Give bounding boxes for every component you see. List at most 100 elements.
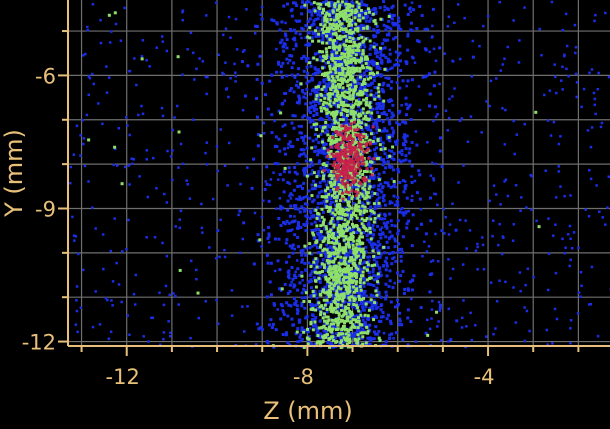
data-point — [371, 270, 375, 274]
data-point — [349, 73, 353, 77]
data-point — [368, 255, 372, 259]
data-point — [338, 224, 342, 228]
data-point — [357, 247, 361, 251]
data-point — [115, 261, 118, 265]
data-point — [194, 268, 198, 272]
data-point — [186, 183, 190, 186]
data-point — [322, 314, 326, 318]
data-point — [291, 251, 295, 255]
data-point — [337, 253, 341, 257]
data-point — [335, 24, 339, 28]
data-point — [370, 118, 374, 122]
data-point — [593, 97, 597, 101]
data-point — [306, 71, 310, 75]
data-point — [355, 272, 359, 276]
data-point — [342, 95, 346, 99]
data-point — [279, 289, 283, 292]
data-point — [336, 217, 340, 221]
data-point — [344, 224, 348, 228]
data-point — [341, 210, 345, 214]
data-point — [81, 118, 85, 122]
data-point — [580, 105, 583, 109]
data-point — [376, 204, 380, 208]
data-point — [334, 251, 338, 255]
data-point — [329, 290, 333, 294]
data-point — [403, 138, 407, 142]
data-point — [312, 56, 316, 60]
data-point — [344, 270, 348, 274]
data-point — [355, 140, 359, 144]
data-point — [360, 119, 364, 123]
data-point — [358, 196, 362, 200]
data-point — [385, 129, 389, 133]
data-point — [336, 179, 340, 183]
data-point — [239, 182, 242, 186]
data-point — [347, 157, 351, 161]
data-point — [281, 125, 285, 128]
data-point — [331, 132, 335, 136]
data-point — [334, 86, 338, 90]
data-point — [590, 126, 594, 129]
data-point — [329, 228, 333, 232]
data-point — [377, 306, 380, 309]
data-point — [350, 11, 354, 15]
data-point — [319, 59, 323, 63]
data-point — [375, 199, 379, 203]
data-point — [316, 96, 320, 100]
data-point — [308, 327, 312, 330]
data-point — [92, 82, 96, 86]
data-point — [354, 254, 358, 258]
data-point — [344, 74, 348, 78]
data-point — [346, 84, 350, 88]
data-point — [327, 110, 331, 114]
data-point — [478, 44, 481, 48]
data-point — [250, 186, 254, 190]
data-point — [302, 167, 306, 171]
data-point — [337, 105, 341, 109]
data-point — [368, 240, 372, 244]
data-point — [140, 54, 144, 58]
data-point — [351, 253, 355, 257]
data-point — [295, 226, 299, 230]
data-point — [314, 17, 318, 21]
data-point — [324, 330, 328, 334]
data-point — [604, 11, 607, 15]
data-point — [437, 300, 441, 304]
data-point — [366, 314, 370, 318]
data-point — [357, 265, 361, 269]
data-point — [396, 195, 400, 199]
data-point — [367, 187, 371, 191]
data-point — [331, 67, 335, 71]
data-point — [323, 55, 327, 59]
data-point — [343, 290, 347, 294]
data-point — [286, 275, 290, 279]
data-point — [324, 164, 328, 168]
data-point — [356, 105, 360, 109]
data-point — [341, 9, 345, 13]
data-point — [381, 185, 385, 189]
data-point — [334, 199, 338, 203]
data-point — [371, 44, 375, 48]
data-point — [304, 36, 308, 40]
data-point — [374, 332, 378, 336]
data-point — [385, 264, 389, 268]
data-point — [241, 108, 245, 112]
data-point — [426, 140, 429, 144]
data-point — [322, 85, 326, 89]
data-point — [293, 1, 297, 5]
data-point — [310, 342, 314, 346]
data-point — [389, 134, 393, 138]
data-point — [230, 289, 234, 292]
data-point — [447, 258, 450, 261]
data-point — [607, 75, 610, 79]
data-point — [380, 59, 384, 63]
data-point — [165, 201, 169, 204]
data-point — [297, 125, 301, 128]
data-point — [402, 291, 406, 295]
data-point — [356, 121, 360, 125]
data-point — [222, 73, 226, 76]
data-point — [94, 290, 97, 293]
data-point — [383, 46, 387, 50]
data-point — [317, 95, 321, 99]
data-point — [339, 290, 343, 294]
